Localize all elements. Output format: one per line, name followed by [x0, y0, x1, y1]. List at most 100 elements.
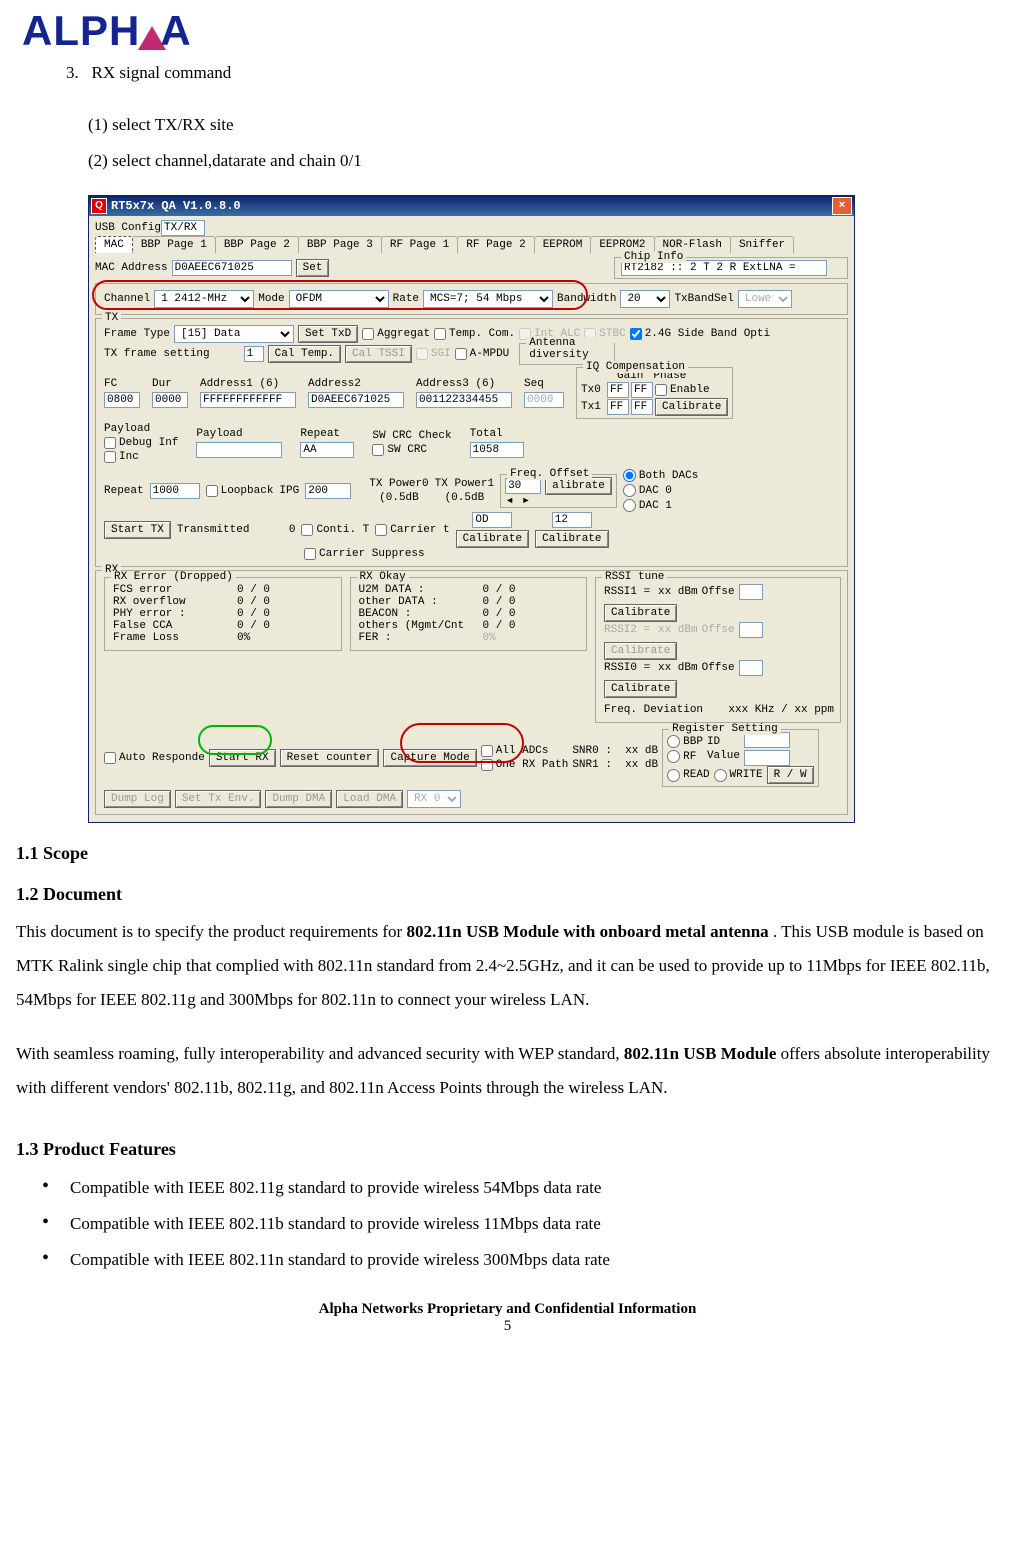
unknown-small-field[interactable]	[244, 346, 264, 362]
seq-field	[524, 392, 564, 408]
rssi2-value: xx dBm	[658, 624, 698, 636]
both-dacs-radio[interactable]: Both DACs	[623, 469, 698, 482]
rx-error-caption: RX Error (Dropped)	[111, 571, 236, 583]
one-rx-path-check[interactable]: One RX Path	[481, 759, 569, 771]
rssi2-cal-button: Calibrate	[604, 642, 677, 660]
loopback-check[interactable]: Loopback	[206, 485, 274, 497]
conti-check[interactable]: Conti. T	[301, 524, 369, 536]
capture-mode-button[interactable]: Capture Mode	[383, 749, 476, 767]
txpower0-cal-button[interactable]: Calibrate	[456, 530, 529, 548]
carrier-suppress-check[interactable]: Carrier Suppress	[304, 548, 425, 560]
frame-type-select[interactable]: [15] Data	[174, 325, 294, 343]
reg-read-radio[interactable]: READ	[667, 769, 709, 782]
addr3-field[interactable]	[416, 392, 512, 408]
rssi1-cal-button[interactable]: Calibrate	[604, 604, 677, 622]
rssi1-offset[interactable]	[739, 584, 763, 600]
tab-rf-page-2[interactable]: RF Page 2	[457, 236, 534, 253]
reg-write-radio[interactable]: WRITE	[714, 769, 763, 782]
tab-rf-page-1[interactable]: RF Page 1	[381, 236, 458, 253]
mac-address-field[interactable]	[172, 260, 292, 276]
start-rx-button[interactable]: Start RX	[209, 749, 276, 767]
temp-com-check[interactable]: Temp. Com.	[434, 328, 515, 340]
rssi2-offset	[739, 622, 763, 638]
repeat-count-field[interactable]	[150, 483, 200, 499]
page-container: ALPHA 3. RX signal command (1) select TX…	[0, 0, 1015, 1359]
rx0-select: RX 0	[407, 790, 461, 808]
all-adcs-check[interactable]: All ADCs	[481, 745, 569, 757]
iq-tx1-phase[interactable]	[631, 399, 653, 415]
dur-field[interactable]	[152, 392, 188, 408]
reg-rw-button[interactable]: R / W	[767, 766, 814, 784]
freq-offset-caption: Freq. Offset	[507, 468, 592, 480]
freq-offset-field[interactable]	[505, 478, 541, 494]
rssi0-offset[interactable]	[739, 660, 763, 676]
start-tx-button[interactable]: Start TX	[104, 521, 171, 539]
set-txd-button[interactable]: Set TxD	[298, 325, 358, 343]
iq-enable-check[interactable]: Enable	[655, 384, 710, 396]
aggregat-check[interactable]: Aggregat	[362, 328, 430, 340]
txpower1-field[interactable]	[552, 512, 592, 528]
txpower1-sub: (0.5dB	[445, 492, 485, 504]
tx-group: TX Frame Type [15] Data Set TxD Aggregat…	[95, 318, 848, 567]
rssi-caption: RSSI tune	[602, 571, 667, 583]
rssi0-cal-button[interactable]: Calibrate	[604, 680, 677, 698]
rate-select[interactable]: MCS=7; 54 Mbps	[423, 290, 553, 308]
reset-counter-button[interactable]: Reset counter	[280, 749, 380, 767]
carrier-check[interactable]: Carrier t	[375, 524, 449, 536]
inc-check[interactable]: Inc	[104, 451, 178, 463]
total-field[interactable]	[470, 442, 524, 458]
close-icon[interactable]: ×	[832, 197, 852, 215]
iq-tx0-phase[interactable]	[631, 382, 653, 398]
reg-value-field[interactable]	[744, 750, 790, 766]
tab-bbp-page-2[interactable]: BBP Page 2	[215, 236, 299, 253]
tab-sniffer[interactable]: Sniffer	[730, 236, 794, 253]
repeat-field[interactable]	[300, 442, 354, 458]
dac0-radio[interactable]: DAC 0	[623, 484, 698, 497]
iq-calibrate-button[interactable]: Calibrate	[655, 398, 728, 416]
mode-select[interactable]: OFDM	[289, 290, 389, 308]
channel-select[interactable]: 1 2412-MHz	[154, 290, 254, 308]
ipg-field[interactable]	[305, 483, 351, 499]
step-3-heading: 3. RX signal command	[16, 56, 999, 90]
addr2-field[interactable]	[308, 392, 404, 408]
ampdu-check[interactable]: A-MPDU	[455, 348, 510, 360]
substep-2: (2) select channel,datarate and chain 0/…	[88, 143, 999, 179]
fc-label: FC	[104, 378, 140, 390]
feature-item: Compatible with IEEE 802.11g standard to…	[42, 1170, 999, 1206]
iq-tx1-gain[interactable]	[607, 399, 629, 415]
fc-field[interactable]	[104, 392, 140, 408]
payload-field[interactable]	[196, 442, 282, 458]
tab-bbp-page-1[interactable]: BBP Page 1	[132, 236, 216, 253]
repeat-label: Repeat	[104, 485, 144, 497]
tab-bbp-page-3[interactable]: BBP Page 3	[298, 236, 382, 253]
repeat-col-label: Repeat	[300, 428, 354, 440]
reg-rf-radio[interactable]: RF	[667, 750, 703, 763]
app-window: Q RT5x7x QA V1.0.8.0 × USB Config MACBBP…	[88, 195, 855, 823]
auto-responder-check[interactable]: Auto Responde	[104, 752, 205, 764]
cal-temp-button[interactable]: Cal Temp.	[268, 345, 341, 363]
addr1-field[interactable]	[200, 392, 296, 408]
set-mac-button[interactable]: Set	[296, 259, 330, 277]
step-3-label: RX signal command	[92, 63, 232, 82]
alpha-logo: ALPHA	[16, 10, 999, 52]
stat-row: RX overflow0 / 0	[113, 596, 335, 608]
bandwidth-select[interactable]: 20	[620, 290, 670, 308]
sw-crc-check[interactable]: SW CRC	[372, 444, 451, 456]
txpower1-cal-button[interactable]: Calibrate	[535, 530, 608, 548]
debug-inf-check[interactable]: Debug Inf	[104, 437, 178, 449]
txpower0-field[interactable]	[472, 512, 512, 528]
transmitted-label: Transmitted	[177, 524, 250, 536]
tab-eeprom[interactable]: EEPROM	[534, 236, 592, 253]
tab-mac[interactable]: MAC	[95, 236, 133, 253]
sideband-check[interactable]: 2.4G Side Band Opti	[630, 328, 770, 340]
txpower1-label: TX Power1	[435, 478, 494, 490]
txbandsel-select: Lower	[738, 290, 792, 308]
sgi-check: SGI	[416, 348, 451, 360]
transmitted-value: 0	[255, 524, 295, 536]
rx-okay-caption: RX Okay	[357, 571, 409, 583]
reg-bbp-radio[interactable]: BBP	[667, 735, 703, 748]
features-heading: 1.3 Product Features	[16, 1139, 999, 1160]
iq-tx0-gain[interactable]	[607, 382, 629, 398]
dac1-radio[interactable]: DAC 1	[623, 499, 698, 512]
usb-config-field[interactable]	[161, 220, 205, 236]
